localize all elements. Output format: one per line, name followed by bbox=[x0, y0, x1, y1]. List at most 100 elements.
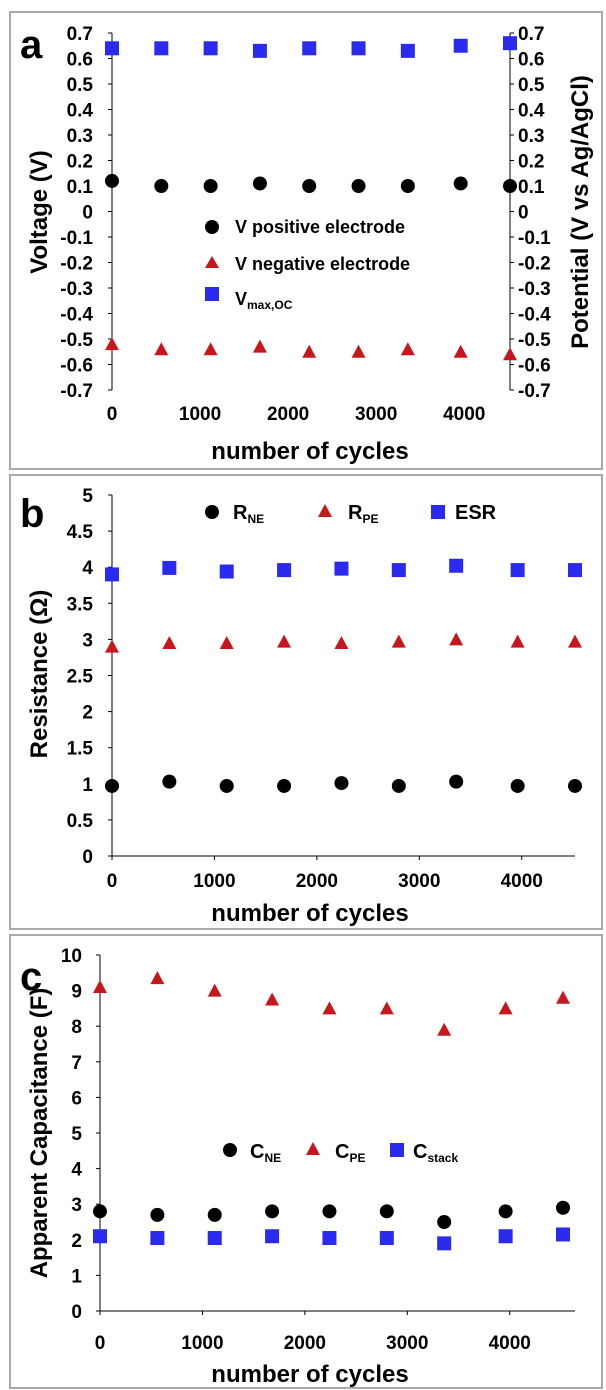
panel-a-y2-tick-label: 0.6 bbox=[518, 50, 544, 71]
marker-v_neg bbox=[105, 337, 119, 351]
panel-a-y-tick-label: 0 bbox=[82, 203, 93, 224]
marker-v_pos bbox=[105, 173, 119, 188]
marker-r_ne bbox=[449, 774, 464, 789]
marker-v_pos bbox=[453, 176, 468, 191]
marker-c_ne bbox=[207, 1207, 222, 1222]
panel-c-y-tick-label: 10 bbox=[61, 946, 82, 967]
panel-c-y-tick-label: 5 bbox=[71, 1124, 82, 1145]
marker-v_pos bbox=[203, 179, 218, 193]
marker-c_ne bbox=[437, 1215, 452, 1229]
marker-c_ne bbox=[150, 1207, 165, 1222]
legend-c-ne-main: C bbox=[250, 1141, 264, 1163]
panel-a-x-tick-label: 4000 bbox=[443, 404, 485, 425]
marker-v_pos bbox=[351, 179, 366, 193]
marker-v_max bbox=[453, 38, 468, 53]
marker-esr bbox=[105, 567, 119, 582]
panel-a-letter: a bbox=[20, 23, 43, 67]
panel-a-y2-tick-label: 0.1 bbox=[518, 177, 545, 198]
panel-b-x-tick-label: 4000 bbox=[501, 871, 543, 892]
legend-r-pe-sub: PE bbox=[362, 512, 378, 526]
panel-c-y-tick-label: 1 bbox=[71, 1266, 82, 1287]
marker-esr bbox=[334, 561, 349, 576]
panel-b-x-tick-label: 0 bbox=[107, 871, 118, 892]
panel-b-x-tick-label: 3000 bbox=[398, 871, 440, 892]
marker-c_ne bbox=[93, 1204, 107, 1219]
marker-v_neg bbox=[351, 344, 366, 358]
panel-b-frame bbox=[9, 474, 603, 930]
legend-c-pe-sub: PE bbox=[349, 1151, 365, 1165]
marker-esr bbox=[277, 563, 292, 578]
panel-a-y-label: Voltage (V) bbox=[26, 150, 53, 274]
legend-c-stack-label: Cstack bbox=[413, 1141, 458, 1165]
marker-c_stack bbox=[93, 1229, 107, 1244]
marker-c_pe bbox=[379, 1001, 394, 1015]
panel-a-legend: V positive electrode V negative electrod… bbox=[205, 217, 410, 312]
panel-b-y-tick-label: 0 bbox=[82, 847, 93, 868]
panel-b-y-tick-label: 0.5 bbox=[67, 811, 94, 832]
panel-a-y2-tick-label: 0.7 bbox=[518, 24, 544, 45]
panel-c-x-label: number of cycles bbox=[211, 1361, 408, 1388]
marker-c_stack bbox=[498, 1229, 513, 1244]
legend-v-max-marker bbox=[205, 287, 219, 301]
marker-v_pos bbox=[252, 176, 267, 191]
legend-r-ne-sub: NE bbox=[247, 512, 264, 526]
marker-esr bbox=[391, 563, 406, 578]
panel-b-x-ticks: 0 1000 2000 3000 4000 bbox=[107, 856, 543, 892]
panel-a-y2-tick-label: 0.4 bbox=[518, 101, 545, 122]
marker-v_max bbox=[105, 41, 119, 56]
panel-a-y2-tick-label: 0.5 bbox=[518, 75, 545, 96]
panel-c-y-tick-label: 7 bbox=[71, 1053, 82, 1074]
legend-esr-label: ESR bbox=[455, 502, 497, 524]
panel-a-y2-tick-label: -0.1 bbox=[518, 228, 551, 249]
panel-c-y-tick-label: 6 bbox=[71, 1088, 82, 1109]
legend-v-max-main: V bbox=[235, 289, 247, 309]
marker-v_pos bbox=[154, 179, 169, 193]
panel-c-y-tick-label: 0 bbox=[71, 1302, 82, 1323]
marker-c_pe bbox=[93, 980, 107, 994]
legend-c-pe-main: C bbox=[335, 1141, 349, 1163]
legend-v-neg-marker bbox=[205, 256, 219, 268]
marker-v_max bbox=[252, 43, 267, 58]
marker-esr bbox=[568, 563, 582, 578]
legend-v-neg-label: V negative electrode bbox=[235, 254, 410, 274]
marker-v_max bbox=[302, 41, 317, 56]
marker-c_pe bbox=[498, 1001, 513, 1015]
legend-r-pe-marker bbox=[318, 504, 332, 517]
marker-v_pos bbox=[400, 179, 415, 193]
marker-r_ne bbox=[568, 778, 582, 793]
marker-c_ne bbox=[556, 1200, 570, 1215]
panel-b-legend: RNE RPE ESR bbox=[205, 502, 497, 526]
panel-c-legend: CNE CPE Cstack bbox=[223, 1141, 458, 1165]
panel-c-x-tick-label: 3000 bbox=[386, 1333, 428, 1354]
panel-a-x-tick-label: 0 bbox=[107, 404, 118, 425]
panel-a-y2-tick-label: -0.6 bbox=[518, 356, 551, 377]
marker-r_pe bbox=[568, 634, 582, 648]
legend-c-pe-marker bbox=[306, 1142, 320, 1155]
legend-c-ne-label: CNE bbox=[250, 1141, 281, 1165]
legend-r-pe-label: RPE bbox=[348, 502, 378, 526]
marker-r_ne bbox=[219, 778, 234, 793]
panel-a-y-tick-label: 0.2 bbox=[67, 152, 93, 173]
marker-r_ne bbox=[162, 774, 177, 789]
panel-b-y-tick-label: 1.5 bbox=[67, 739, 94, 760]
legend-c-ne-sub: NE bbox=[264, 1151, 281, 1165]
marker-esr bbox=[449, 558, 464, 573]
panel-b-y-tick-label: 4.5 bbox=[67, 522, 94, 543]
legend-c-stack-sub: stack bbox=[427, 1151, 458, 1165]
marker-v_neg bbox=[154, 342, 169, 356]
marker-r_pe bbox=[510, 634, 525, 648]
panel-b-y-ticks: 5 4.5 4 3.5 3 2.5 2 1.5 1 0.5 0 bbox=[67, 486, 112, 868]
panel-a-y-ticks: 0.7 0.6 0.5 0.4 0.3 0.2 0.1 0 -0.1 -0.2 -0.3 -0.4 -0… bbox=[60, 24, 112, 402]
marker-c_pe bbox=[322, 1001, 337, 1015]
marker-v_neg bbox=[503, 347, 517, 361]
panel-a-y2-tick-label: -0.2 bbox=[518, 254, 551, 275]
marker-c_pe bbox=[556, 990, 570, 1004]
marker-v_neg bbox=[453, 344, 468, 358]
panel-c-x-tick-label: 0 bbox=[95, 1333, 106, 1354]
marker-esr bbox=[510, 563, 525, 578]
panel-b-y-tick-label: 3 bbox=[82, 630, 93, 651]
marker-c_stack bbox=[379, 1231, 394, 1246]
